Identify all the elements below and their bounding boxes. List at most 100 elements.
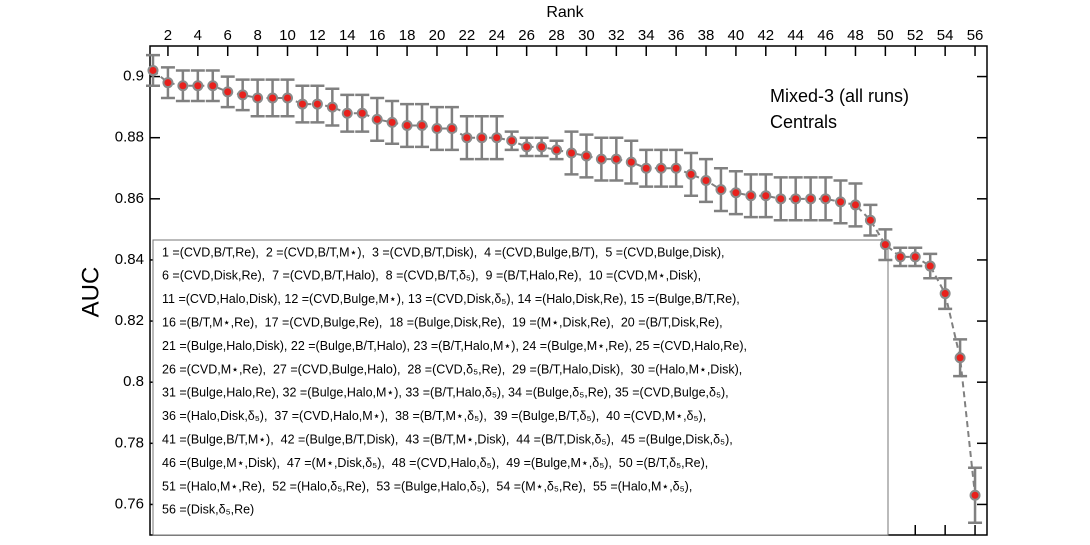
x-tick-label: 30 (578, 27, 595, 44)
x-tick-label: 24 (488, 27, 505, 44)
point (655, 162, 667, 174)
x-tick-label: 48 (847, 27, 864, 44)
x-tick-label: 46 (817, 27, 834, 44)
x-tick-label: 16 (369, 27, 386, 44)
y-tick-label: 0.8 (123, 373, 144, 390)
point (924, 260, 936, 272)
point (386, 116, 398, 128)
point (820, 193, 832, 205)
x-tick-label: 12 (309, 27, 326, 44)
x-tick-label: 20 (429, 27, 446, 44)
point (879, 239, 891, 251)
legend-line: 1 =(CVD,B/T,Re), 2 =(CVD,B/T,M⋆), 3 =(CV… (162, 245, 724, 259)
point (371, 113, 383, 125)
x-tick-label: 44 (787, 27, 804, 44)
point (222, 86, 234, 98)
y-tick-label: 0.82 (115, 312, 144, 329)
point (446, 123, 458, 135)
point (461, 132, 473, 144)
point (864, 214, 876, 226)
y-tick-label: 0.78 (115, 434, 144, 451)
x-tick-label: 50 (877, 27, 894, 44)
point (416, 119, 428, 131)
y-tick-label: 0.84 (115, 251, 144, 268)
point (536, 141, 548, 153)
point (790, 193, 802, 205)
point (296, 98, 308, 110)
point (715, 184, 727, 196)
point (595, 153, 607, 165)
point (326, 101, 338, 113)
y-tick-label: 0.88 (115, 129, 144, 146)
point (745, 190, 757, 202)
point (192, 80, 204, 92)
point (685, 168, 697, 180)
point (849, 199, 861, 211)
legend-box (152, 239, 889, 536)
x-tick-label: 56 (967, 27, 984, 44)
x-tick-label: 6 (224, 27, 232, 44)
point (282, 92, 294, 104)
point (341, 107, 353, 119)
point (580, 150, 592, 162)
legend-line: 36 =(Halo,Disk,δ₅), 37 =(CVD,Halo,M⋆), 3… (162, 409, 706, 423)
x-tick-label: 40 (728, 27, 745, 44)
point (476, 132, 488, 144)
x-tick-label: 18 (399, 27, 416, 44)
x-tick-label: 42 (757, 27, 774, 44)
legend-line: 11 =(CVD,Halo,Disk), 12 =(CVD,Bulge,M⋆),… (162, 292, 740, 306)
point (670, 162, 682, 174)
legend-line: 21 =(Bulge,Halo,Disk), 22 =(Bulge,B/T,Ha… (162, 339, 747, 353)
y-tick-label: 0.9 (123, 68, 144, 85)
point (491, 132, 503, 144)
x-tick-label: 10 (279, 27, 296, 44)
x-tick-label: 14 (339, 27, 356, 44)
x-tick-label: 28 (548, 27, 565, 44)
point (401, 119, 413, 131)
point (939, 288, 951, 300)
x-tick-label: 8 (253, 27, 261, 44)
point (760, 190, 772, 202)
point (521, 141, 533, 153)
x-tick-label: 4 (194, 27, 202, 44)
point (894, 251, 906, 263)
y-tick-label: 0.76 (115, 495, 144, 512)
x-tick-label: 52 (907, 27, 924, 44)
x-tick-label: 22 (459, 27, 476, 44)
point (431, 123, 443, 135)
x-tick-label: 26 (518, 27, 535, 44)
legend-line: 31 =(Bulge,Halo,Re), 32 =(Bulge,Halo,M⋆)… (162, 386, 729, 400)
legend-line: 51 =(Halo,M⋆,Re), 52 =(Halo,δ₅,Re), 53 =… (162, 479, 692, 493)
legend-line: 56 =(Disk,δ₅,Re) (162, 503, 254, 517)
legend-line: 16 =(B/T,M⋆,Re), 17 =(CVD,Bulge,Re), 18 … (162, 315, 723, 329)
point (969, 489, 981, 501)
legend-line: 26 =(CVD,M⋆,Re), 27 =(CVD,Bulge,Halo), 2… (162, 362, 742, 376)
point (162, 77, 174, 89)
annotation: Centrals (770, 112, 837, 132)
y-tick-label: 0.86 (115, 190, 144, 207)
annotation: Mixed-3 (all runs) (770, 86, 909, 106)
x-tick-label: 36 (668, 27, 685, 44)
point (177, 80, 189, 92)
x-tick-label: 54 (937, 27, 954, 44)
point (147, 64, 159, 76)
point (835, 196, 847, 208)
legend-line: 41 =(Bulge,B/T,M⋆), 42 =(Bulge,B/T,Disk)… (162, 432, 733, 446)
point (207, 80, 219, 92)
x-tick-label: 32 (608, 27, 625, 44)
point (700, 174, 712, 186)
point (506, 135, 518, 147)
point (565, 147, 577, 159)
point (311, 98, 323, 110)
point (267, 92, 279, 104)
legend: 1 =(CVD,B/T,Re), 2 =(CVD,B/T,M⋆), 3 =(CV… (152, 239, 889, 536)
x-tick-label: 34 (638, 27, 655, 44)
point (730, 187, 742, 199)
legend-line: 6 =(CVD,Disk,Re), 7 =(CVD,B/T,Halo), 8 =… (162, 269, 701, 283)
x-tick-label: 38 (698, 27, 715, 44)
point (356, 107, 368, 119)
y-axis-label: AUC (77, 267, 104, 318)
point (775, 193, 787, 205)
x-axis-label: Rank (546, 4, 584, 21)
